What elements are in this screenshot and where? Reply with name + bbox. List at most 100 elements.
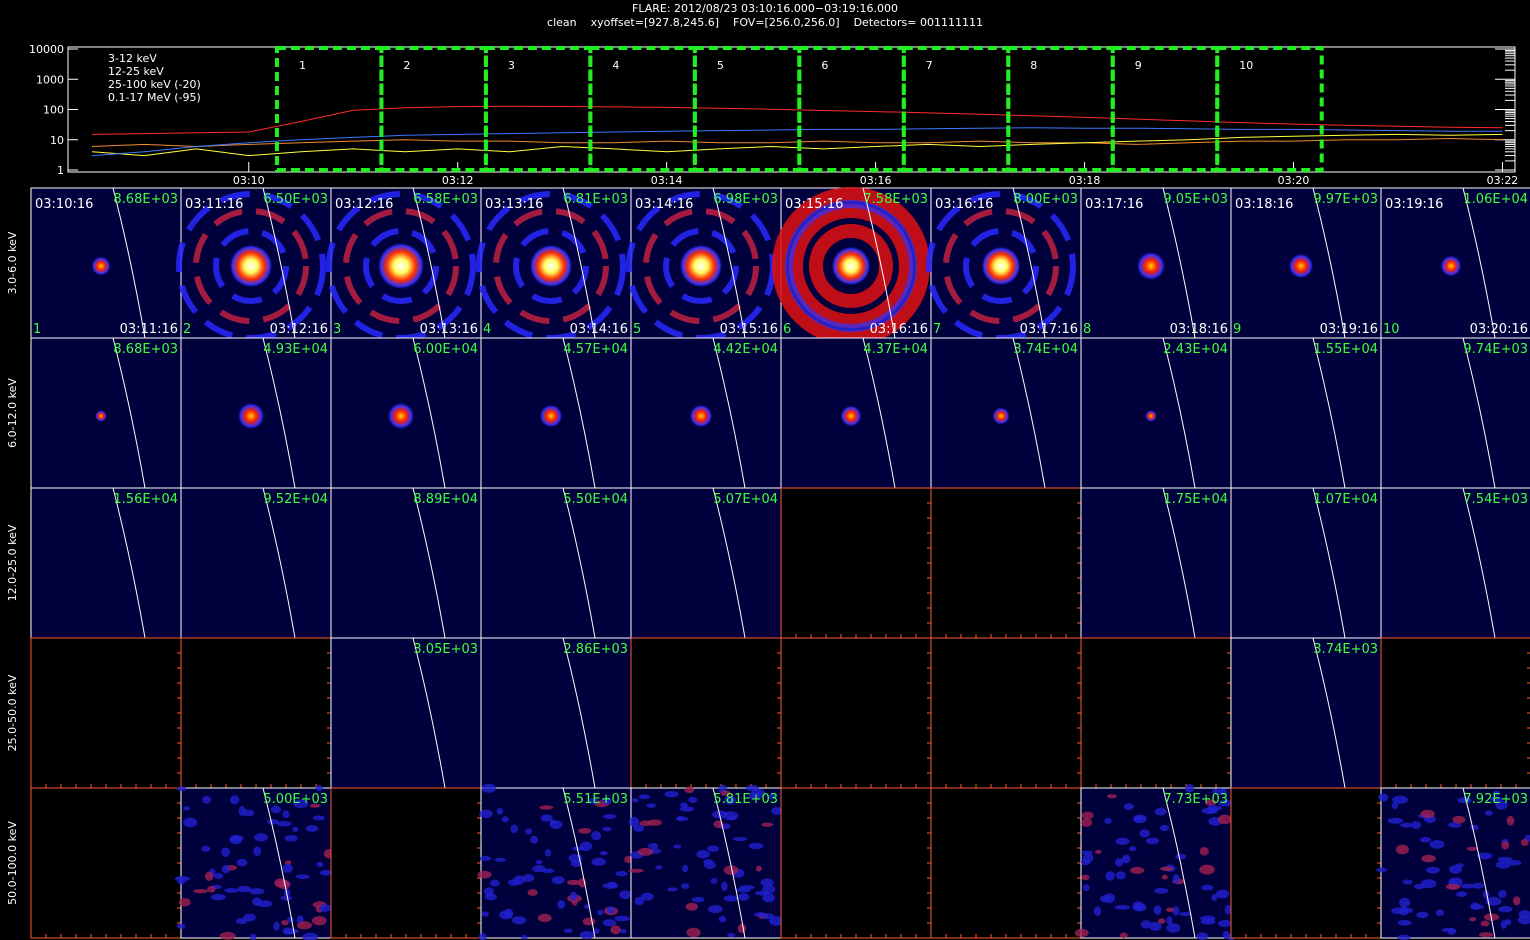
noise [1452,815,1466,824]
end-time: 03:13:16 [420,322,478,337]
noise [1081,811,1094,820]
noise [1166,907,1175,913]
noise [1425,866,1440,874]
noise [602,919,617,927]
noise [1115,837,1130,845]
noise [703,861,716,870]
noise [1200,915,1216,922]
noise [1106,794,1117,799]
noise [1460,883,1475,889]
noise [503,908,514,919]
noise [1160,866,1174,872]
noise [1456,891,1468,898]
noise [1435,909,1444,916]
noise [229,795,240,805]
limb [562,337,596,489]
noise [1497,856,1513,862]
end-time: 03:15:16 [720,322,778,337]
noise [501,816,509,823]
noise [1115,871,1126,880]
noise [1501,841,1510,850]
noise [477,870,492,879]
image-cell: 9.74E+03 [1380,337,1530,489]
series-line [91,133,1503,157]
image-cell [780,787,932,939]
noise [603,814,617,820]
noise [237,885,252,893]
image-cell: 4.93E+04 [180,337,332,489]
ring [963,228,1039,304]
peak-label: 6.00E+04 [413,342,478,357]
image-cell: 6.98E+03 03:14:16 03:15:16 5 [626,187,782,341]
noise [1130,866,1145,874]
limb [712,787,746,939]
noise [578,827,592,834]
image-bg [1380,487,1530,639]
noise [1416,911,1429,919]
cell-index: 3 [333,322,341,337]
empty-frame [930,487,1082,639]
noise [1212,788,1227,796]
interval-label: 8 [1030,59,1037,72]
noise [1082,884,1090,892]
limb [562,637,596,789]
noise [213,873,224,880]
noise [1485,896,1502,906]
image-bg [1380,337,1530,489]
noise [1166,916,1173,925]
empty-frame [780,487,932,639]
peak-label: 3.74E+04 [1013,342,1078,357]
image-cell [930,487,1082,639]
empty-frame [1230,787,1382,939]
noise [1387,817,1404,824]
noise [204,871,214,882]
interval-label: 4 [612,59,619,72]
noise [507,879,520,886]
noise [1119,932,1128,939]
image-cell: 4.37E+04 [780,337,932,489]
noise [219,931,236,940]
noise [579,931,595,940]
image-cell: 5.51E+03 [477,783,633,940]
row-label: 12.0-25.0 keV [6,524,19,601]
noise [615,871,628,877]
peak-label: 7.54E+03 [1463,492,1528,507]
source [387,402,415,430]
noise [281,920,289,926]
peak-label: 4.37E+04 [863,342,928,357]
cell-index: 10 [1383,322,1400,337]
noise [1139,829,1150,838]
image-cell [1380,637,1530,789]
noise [544,849,552,857]
noise [479,809,493,819]
image-cell: 3.05E+03 [330,637,482,789]
noise [610,925,621,935]
noise [684,786,695,794]
noise [1093,906,1102,916]
noise [1154,807,1167,816]
series-line [91,127,1503,157]
noise [174,876,191,882]
noise [1199,864,1215,875]
row-label: 25.0-50.0 keV [6,674,19,751]
noise [1400,822,1413,828]
source [840,405,862,427]
noise [1478,932,1494,938]
source [1440,255,1462,277]
noise [315,785,323,792]
peak-label: 4.42E+04 [713,342,778,357]
noise [549,820,563,830]
limb [262,187,296,339]
image-cell: 9.52E+04 [180,487,332,639]
source [529,244,573,288]
cell-index: 2 [183,322,191,337]
noise [647,819,663,826]
image-cell [30,637,182,789]
noise [1199,846,1209,856]
noise [202,795,211,804]
image-bg [480,637,632,789]
image-cell: 8.00E+03 03:16:16 03:17:16 7 [926,187,1082,341]
noise [193,889,209,894]
noise [724,795,737,805]
interval-label: 1 [299,59,306,72]
